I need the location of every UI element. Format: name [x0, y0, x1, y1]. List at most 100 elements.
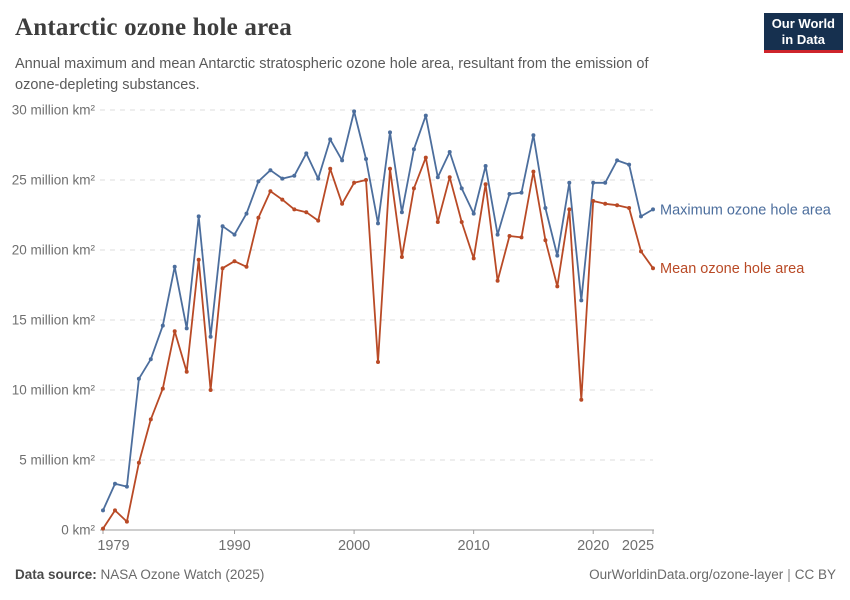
- data-point[interactable]: [220, 266, 225, 271]
- data-point[interactable]: [304, 151, 309, 156]
- data-point[interactable]: [543, 238, 548, 243]
- data-point[interactable]: [184, 369, 189, 374]
- data-point[interactable]: [495, 232, 500, 237]
- data-point[interactable]: [208, 388, 213, 392]
- data-point[interactable]: [232, 259, 237, 264]
- data-point[interactable]: [304, 210, 309, 215]
- data-point[interactable]: [483, 182, 488, 187]
- data-point[interactable]: [268, 168, 273, 173]
- data-point[interactable]: [148, 357, 153, 362]
- data-point[interactable]: [172, 329, 177, 334]
- series-line-mean[interactable]: [102, 156, 654, 530]
- data-point[interactable]: [328, 166, 333, 171]
- series-line-maximum[interactable]: [102, 110, 654, 512]
- data-point[interactable]: [435, 175, 440, 180]
- data-point[interactable]: [591, 180, 596, 185]
- data-point[interactable]: [101, 526, 105, 531]
- data-point[interactable]: [459, 220, 464, 224]
- data-point[interactable]: [639, 249, 643, 254]
- data-point[interactable]: [543, 206, 548, 210]
- data-point[interactable]: [507, 192, 512, 196]
- data-point[interactable]: [471, 211, 476, 216]
- data-point[interactable]: [399, 255, 404, 259]
- data-point[interactable]: [113, 481, 117, 486]
- data-point[interactable]: [268, 189, 273, 194]
- data-point[interactable]: [232, 232, 237, 237]
- footer-url-link[interactable]: OurWorldinData.org/ozone-layer: [589, 567, 784, 582]
- data-point[interactable]: [531, 169, 536, 174]
- data-point[interactable]: [423, 155, 428, 160]
- data-point[interactable]: [256, 179, 261, 184]
- data-point[interactable]: [651, 266, 655, 271]
- owid-logo[interactable]: Our World in Data: [763, 13, 843, 53]
- data-point[interactable]: [316, 176, 321, 181]
- data-point[interactable]: [376, 221, 380, 226]
- data-point[interactable]: [101, 508, 105, 513]
- data-point[interactable]: [196, 214, 201, 219]
- data-point[interactable]: [376, 360, 380, 364]
- data-point[interactable]: [316, 218, 321, 223]
- data-point[interactable]: [447, 175, 452, 180]
- data-point[interactable]: [280, 176, 285, 181]
- data-point[interactable]: [172, 264, 177, 269]
- data-point[interactable]: [627, 206, 632, 210]
- data-point[interactable]: [471, 256, 476, 261]
- data-point[interactable]: [579, 298, 584, 303]
- data-point[interactable]: [411, 147, 416, 152]
- data-point[interactable]: [328, 137, 333, 142]
- data-point[interactable]: [567, 207, 572, 212]
- data-point[interactable]: [364, 157, 368, 161]
- data-point[interactable]: [340, 201, 345, 206]
- data-point[interactable]: [352, 109, 357, 114]
- data-point[interactable]: [411, 186, 416, 191]
- data-point[interactable]: [555, 284, 560, 289]
- data-point[interactable]: [459, 186, 464, 191]
- data-point[interactable]: [208, 334, 213, 339]
- series-maximum[interactable]: Maximum ozone hole area: [101, 109, 832, 513]
- data-point[interactable]: [567, 180, 572, 185]
- data-point[interactable]: [352, 180, 357, 185]
- data-point[interactable]: [483, 164, 488, 168]
- data-point[interactable]: [124, 519, 129, 524]
- data-point[interactable]: [292, 173, 297, 178]
- data-point[interactable]: [615, 203, 620, 208]
- data-point[interactable]: [423, 113, 428, 118]
- data-point[interactable]: [136, 460, 141, 465]
- data-point[interactable]: [579, 397, 584, 402]
- data-point[interactable]: [447, 150, 452, 154]
- data-point[interactable]: [507, 234, 512, 238]
- data-point[interactable]: [388, 130, 392, 135]
- data-point[interactable]: [364, 178, 368, 182]
- data-point[interactable]: [519, 235, 524, 240]
- data-point[interactable]: [603, 180, 608, 185]
- data-point[interactable]: [280, 197, 285, 202]
- footer-license-link[interactable]: CC BY: [794, 567, 836, 582]
- data-point[interactable]: [591, 199, 596, 203]
- data-point[interactable]: [519, 190, 524, 195]
- data-point[interactable]: [160, 386, 165, 391]
- data-point[interactable]: [244, 211, 249, 216]
- data-point[interactable]: [495, 278, 500, 283]
- data-point[interactable]: [292, 207, 297, 212]
- data-point[interactable]: [136, 376, 141, 381]
- data-point[interactable]: [196, 257, 201, 262]
- data-point[interactable]: [244, 264, 249, 269]
- data-point[interactable]: [639, 214, 643, 219]
- data-point[interactable]: [388, 166, 392, 171]
- data-point[interactable]: [340, 158, 345, 163]
- series-mean[interactable]: Mean ozone hole area: [101, 155, 805, 531]
- data-point[interactable]: [399, 210, 404, 215]
- data-point[interactable]: [184, 326, 189, 331]
- data-point[interactable]: [651, 207, 655, 212]
- data-point[interactable]: [256, 215, 261, 220]
- data-point[interactable]: [615, 158, 620, 163]
- series-label-maximum[interactable]: Maximum ozone hole area: [660, 202, 832, 218]
- data-point[interactable]: [603, 201, 608, 206]
- data-point[interactable]: [435, 220, 440, 224]
- data-point[interactable]: [124, 484, 129, 489]
- data-point[interactable]: [220, 224, 225, 229]
- data-point[interactable]: [113, 508, 117, 513]
- data-point[interactable]: [627, 162, 632, 167]
- data-point[interactable]: [531, 133, 536, 138]
- data-point[interactable]: [160, 323, 165, 328]
